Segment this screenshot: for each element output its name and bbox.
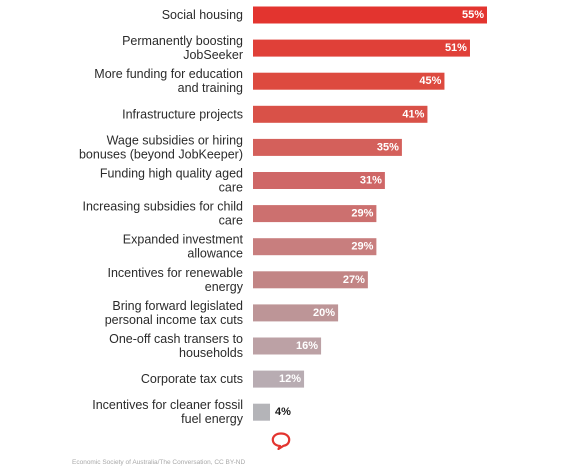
source-credit: Economic Society of Australia/The Conver… bbox=[72, 459, 246, 466]
speech-bubble-icon bbox=[271, 432, 291, 450]
value-label: 4% bbox=[275, 406, 291, 418]
category-label: fuel energy bbox=[181, 412, 244, 426]
category-label: More funding for education bbox=[94, 67, 243, 81]
category-label: Increasing subsidies for child bbox=[83, 200, 244, 214]
value-label: 20% bbox=[313, 307, 335, 319]
category-label: One-off cash transers to bbox=[109, 332, 243, 346]
category-label: Expanded investment bbox=[123, 233, 244, 247]
bar bbox=[253, 138, 402, 156]
category-label: bonuses (beyond JobKeeper) bbox=[79, 147, 243, 161]
bar bbox=[253, 370, 305, 388]
category-label: Funding high quality aged bbox=[100, 167, 243, 181]
category-label: Permanently boosting bbox=[122, 34, 243, 48]
value-label: 16% bbox=[296, 340, 318, 352]
bar bbox=[253, 205, 377, 223]
bar bbox=[253, 172, 385, 189]
category-label: Infrastructure projects bbox=[122, 107, 243, 121]
bar bbox=[253, 271, 368, 289]
category-label: Corporate tax cuts bbox=[141, 372, 243, 386]
category-label: Social housing bbox=[162, 8, 243, 22]
category-label: Wage subsidies or hiring bbox=[107, 133, 243, 147]
category-label: and training bbox=[178, 81, 243, 95]
category-label: care bbox=[219, 214, 243, 228]
category-label: Incentives for renewable bbox=[108, 266, 244, 280]
category-label: JobSeeker bbox=[183, 48, 243, 62]
bar bbox=[253, 39, 470, 57]
category-label: care bbox=[219, 181, 243, 195]
value-label: 51% bbox=[445, 42, 467, 54]
value-label: 29% bbox=[351, 208, 373, 220]
value-label: 55% bbox=[462, 9, 484, 21]
value-label: 12% bbox=[279, 373, 301, 385]
category-label: households bbox=[179, 346, 243, 360]
value-label: 41% bbox=[402, 108, 424, 120]
category-label: energy bbox=[205, 280, 244, 294]
value-label: 27% bbox=[343, 274, 365, 286]
bar bbox=[253, 6, 487, 24]
category-label: Bring forward legislated bbox=[112, 299, 243, 313]
category-label: personal income tax cuts bbox=[105, 313, 243, 327]
value-label: 45% bbox=[419, 75, 441, 87]
value-label: 29% bbox=[351, 241, 373, 253]
bar bbox=[253, 403, 271, 421]
bar bbox=[253, 72, 445, 90]
value-label: 35% bbox=[377, 141, 399, 153]
bar bbox=[253, 238, 377, 256]
bar bbox=[253, 337, 322, 355]
bar bbox=[253, 304, 339, 322]
bar bbox=[253, 105, 428, 123]
category-label: allowance bbox=[187, 247, 243, 261]
category-label: Incentives for cleaner fossil bbox=[92, 398, 243, 412]
value-label: 31% bbox=[360, 175, 382, 187]
